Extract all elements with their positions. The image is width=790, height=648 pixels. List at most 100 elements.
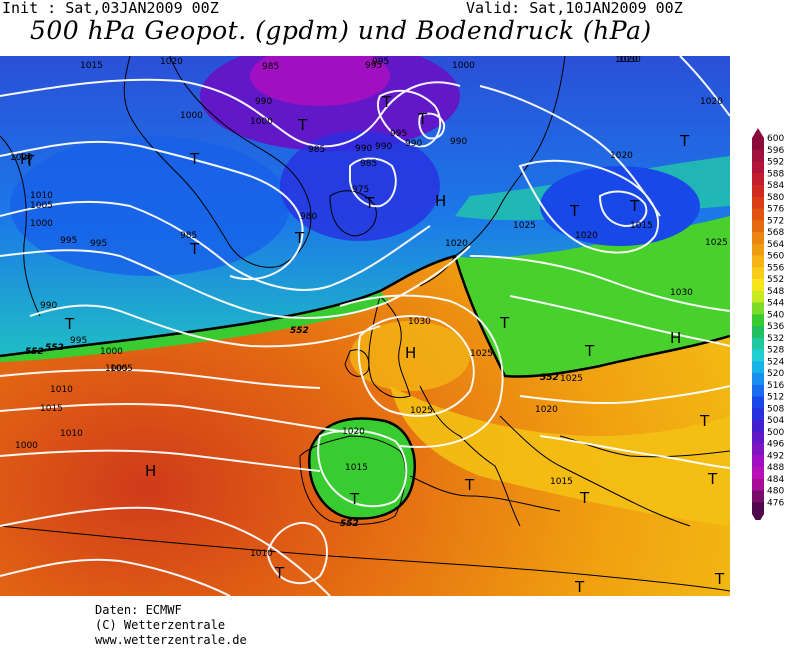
low-pressure-symbol: T: [574, 578, 585, 596]
warm-spot-britain: [350, 321, 470, 391]
isobar-label: 1030: [408, 317, 431, 327]
isobar-label: 990: [40, 301, 57, 311]
isobar-label: 995: [90, 239, 107, 249]
credits-website: www.wetterzentrale.de: [95, 633, 247, 647]
isobar-label: 985: [180, 231, 197, 241]
isobar-label: 1015: [345, 463, 368, 473]
scale-swatch: [752, 267, 764, 280]
init-time-label: Init : Sat,03JAN2009 00Z: [2, 0, 219, 17]
scale-value-label: 572: [767, 216, 784, 226]
isobar-label: 990: [405, 139, 422, 149]
high-pressure-symbol: H: [145, 462, 156, 480]
scale-value-label: 528: [767, 346, 784, 356]
low-pressure-symbol: T: [349, 490, 360, 508]
high-pressure-symbol: H: [405, 344, 416, 362]
contour-552: [0, 254, 730, 520]
isobar-label: 985: [262, 62, 279, 72]
color-scale: 6005965925885845805765725685645605565525…: [752, 128, 784, 520]
scale-value-label: 600: [767, 134, 784, 144]
scale-swatch: [752, 208, 764, 221]
scale-swatch: [752, 302, 764, 315]
scale-swatch: [752, 138, 764, 151]
isobar-label: 1025: [560, 374, 583, 384]
cold-core-west: [10, 136, 290, 276]
scale-value-label: 540: [767, 310, 784, 320]
scale-swatch: [752, 161, 764, 174]
scale-swatch: [752, 420, 764, 433]
isobar-label: 1010: [60, 429, 83, 439]
scale-swatch: [752, 431, 764, 444]
scale-value-label: 500: [767, 428, 784, 438]
isobar-label: 1000: [250, 117, 273, 127]
scale-swatch: [752, 185, 764, 198]
isobar-label: 1020: [535, 405, 558, 415]
scale-value-label: 592: [767, 158, 784, 168]
contour-552-label: 552: [340, 519, 359, 529]
valid-time-label: Valid: Sat,10JAN2009 00Z: [466, 0, 683, 17]
isobar-label: 1000: [30, 219, 53, 229]
low-pressure-symbol: T: [189, 240, 200, 258]
scale-value-label: 580: [767, 193, 784, 203]
isobar-label: 995: [60, 236, 77, 246]
low-pressure-symbol: T: [699, 412, 710, 430]
isobars: [0, 56, 730, 596]
scale-value-label: 548: [767, 287, 784, 297]
low-pressure-symbol: T: [381, 93, 392, 111]
isobar-label: 990: [355, 144, 372, 154]
scale-swatch: [752, 149, 764, 162]
scale-swatch: [752, 490, 764, 503]
scale-swatch: [752, 396, 764, 409]
low-pressure-symbol: T: [464, 476, 475, 494]
scale-swatch: [752, 290, 764, 303]
low-pressure-symbol: T: [24, 152, 35, 170]
scale-value-label: 524: [767, 357, 784, 367]
scale-swatch: [752, 384, 764, 397]
low-pressure-symbol: T: [714, 570, 725, 588]
low-pressure-symbol: T: [579, 489, 590, 507]
scale-value-label: 512: [767, 393, 784, 403]
isobar-label: 1015: [40, 404, 63, 414]
cutoff-low-iberia: [309, 418, 415, 519]
isobar-label: 975: [352, 185, 369, 195]
isobar-label: 985: [360, 159, 377, 169]
isobar-label: 1020: [615, 56, 638, 65]
scale-swatch: [752, 443, 764, 456]
scale-value-label: 568: [767, 228, 784, 238]
credits-copyright: (C) Wetterzentrale: [95, 618, 226, 632]
isobar-label: 1020: [10, 153, 33, 163]
scale-value-label: 596: [767, 146, 784, 156]
scale-value-label: 480: [767, 487, 784, 497]
isobar-label: 1020: [160, 57, 183, 67]
scale-value-label: 584: [767, 181, 784, 191]
cold-core-scand: [540, 166, 700, 246]
isobar-label: 1000: [100, 347, 123, 357]
isobar-label: 995: [390, 129, 407, 139]
scale-value-label: 476: [767, 498, 784, 508]
low-pressure-symbol: T: [417, 110, 428, 128]
isobar-label: 1005: [110, 364, 133, 374]
isobar-label: 1020: [610, 151, 633, 161]
high-pressure-symbol: H: [20, 150, 31, 168]
isobar-label: 990: [375, 142, 392, 152]
scale-swatch: [752, 314, 764, 327]
scale-top-arrow: [752, 128, 764, 138]
low-pressure-symbol: T: [274, 564, 285, 582]
map-title: 500 hPa Geopot. (gpdm) und Bodendruck (h…: [30, 16, 652, 45]
yellow-band-se: [390, 386, 730, 526]
scale-value-label: 516: [767, 381, 784, 391]
credits: Daten: ECMWF (C) Wetterzentrale www.wett…: [95, 603, 247, 648]
scale-value-label: 552: [767, 275, 784, 285]
isobar-label: 995: [70, 336, 87, 346]
scale-value-label: 532: [767, 334, 784, 344]
scale-value-label: 496: [767, 440, 784, 450]
isobar-label: 1010: [50, 385, 73, 395]
scale-swatch: [752, 196, 764, 209]
isobar-label: 1025: [513, 221, 536, 231]
scale-value-label: 564: [767, 240, 784, 250]
isobar-label: 1000: [15, 441, 38, 451]
isobar-label: 1005: [30, 201, 53, 211]
isobar-label: 980: [300, 212, 317, 222]
isobar-label: 1015: [630, 221, 653, 231]
coastlines: [0, 56, 730, 592]
contour-552-label: 552: [45, 343, 64, 353]
